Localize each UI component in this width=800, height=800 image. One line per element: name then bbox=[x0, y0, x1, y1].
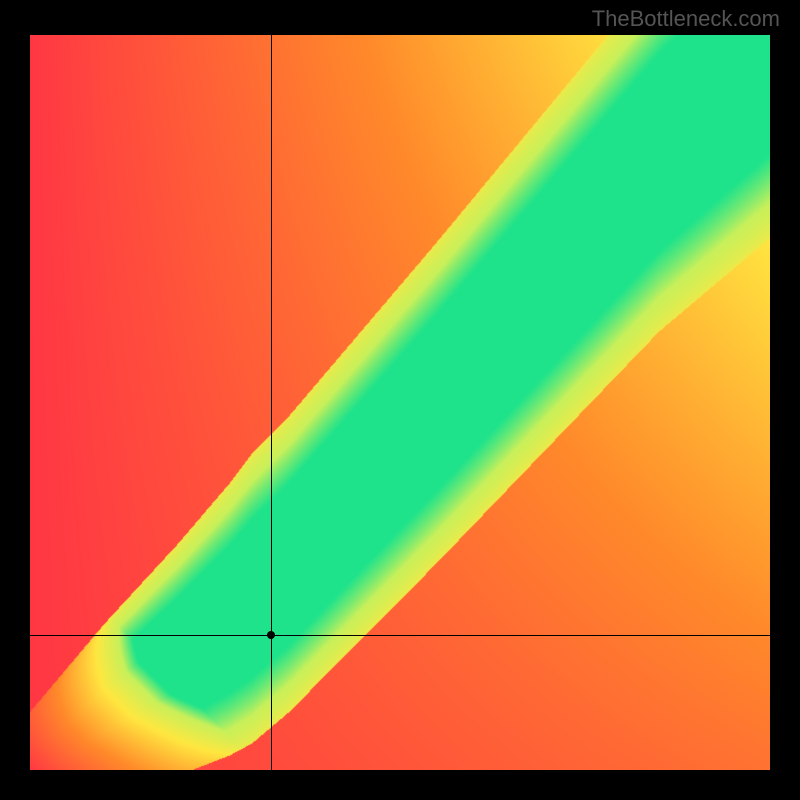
crosshair-vertical bbox=[271, 35, 272, 770]
crosshair-horizontal bbox=[30, 635, 770, 636]
plot-area bbox=[30, 35, 770, 770]
watermark-text: TheBottleneck.com bbox=[592, 6, 780, 32]
chart-container: TheBottleneck.com bbox=[0, 0, 800, 800]
heatmap-canvas bbox=[30, 35, 770, 770]
crosshair-marker bbox=[267, 631, 275, 639]
